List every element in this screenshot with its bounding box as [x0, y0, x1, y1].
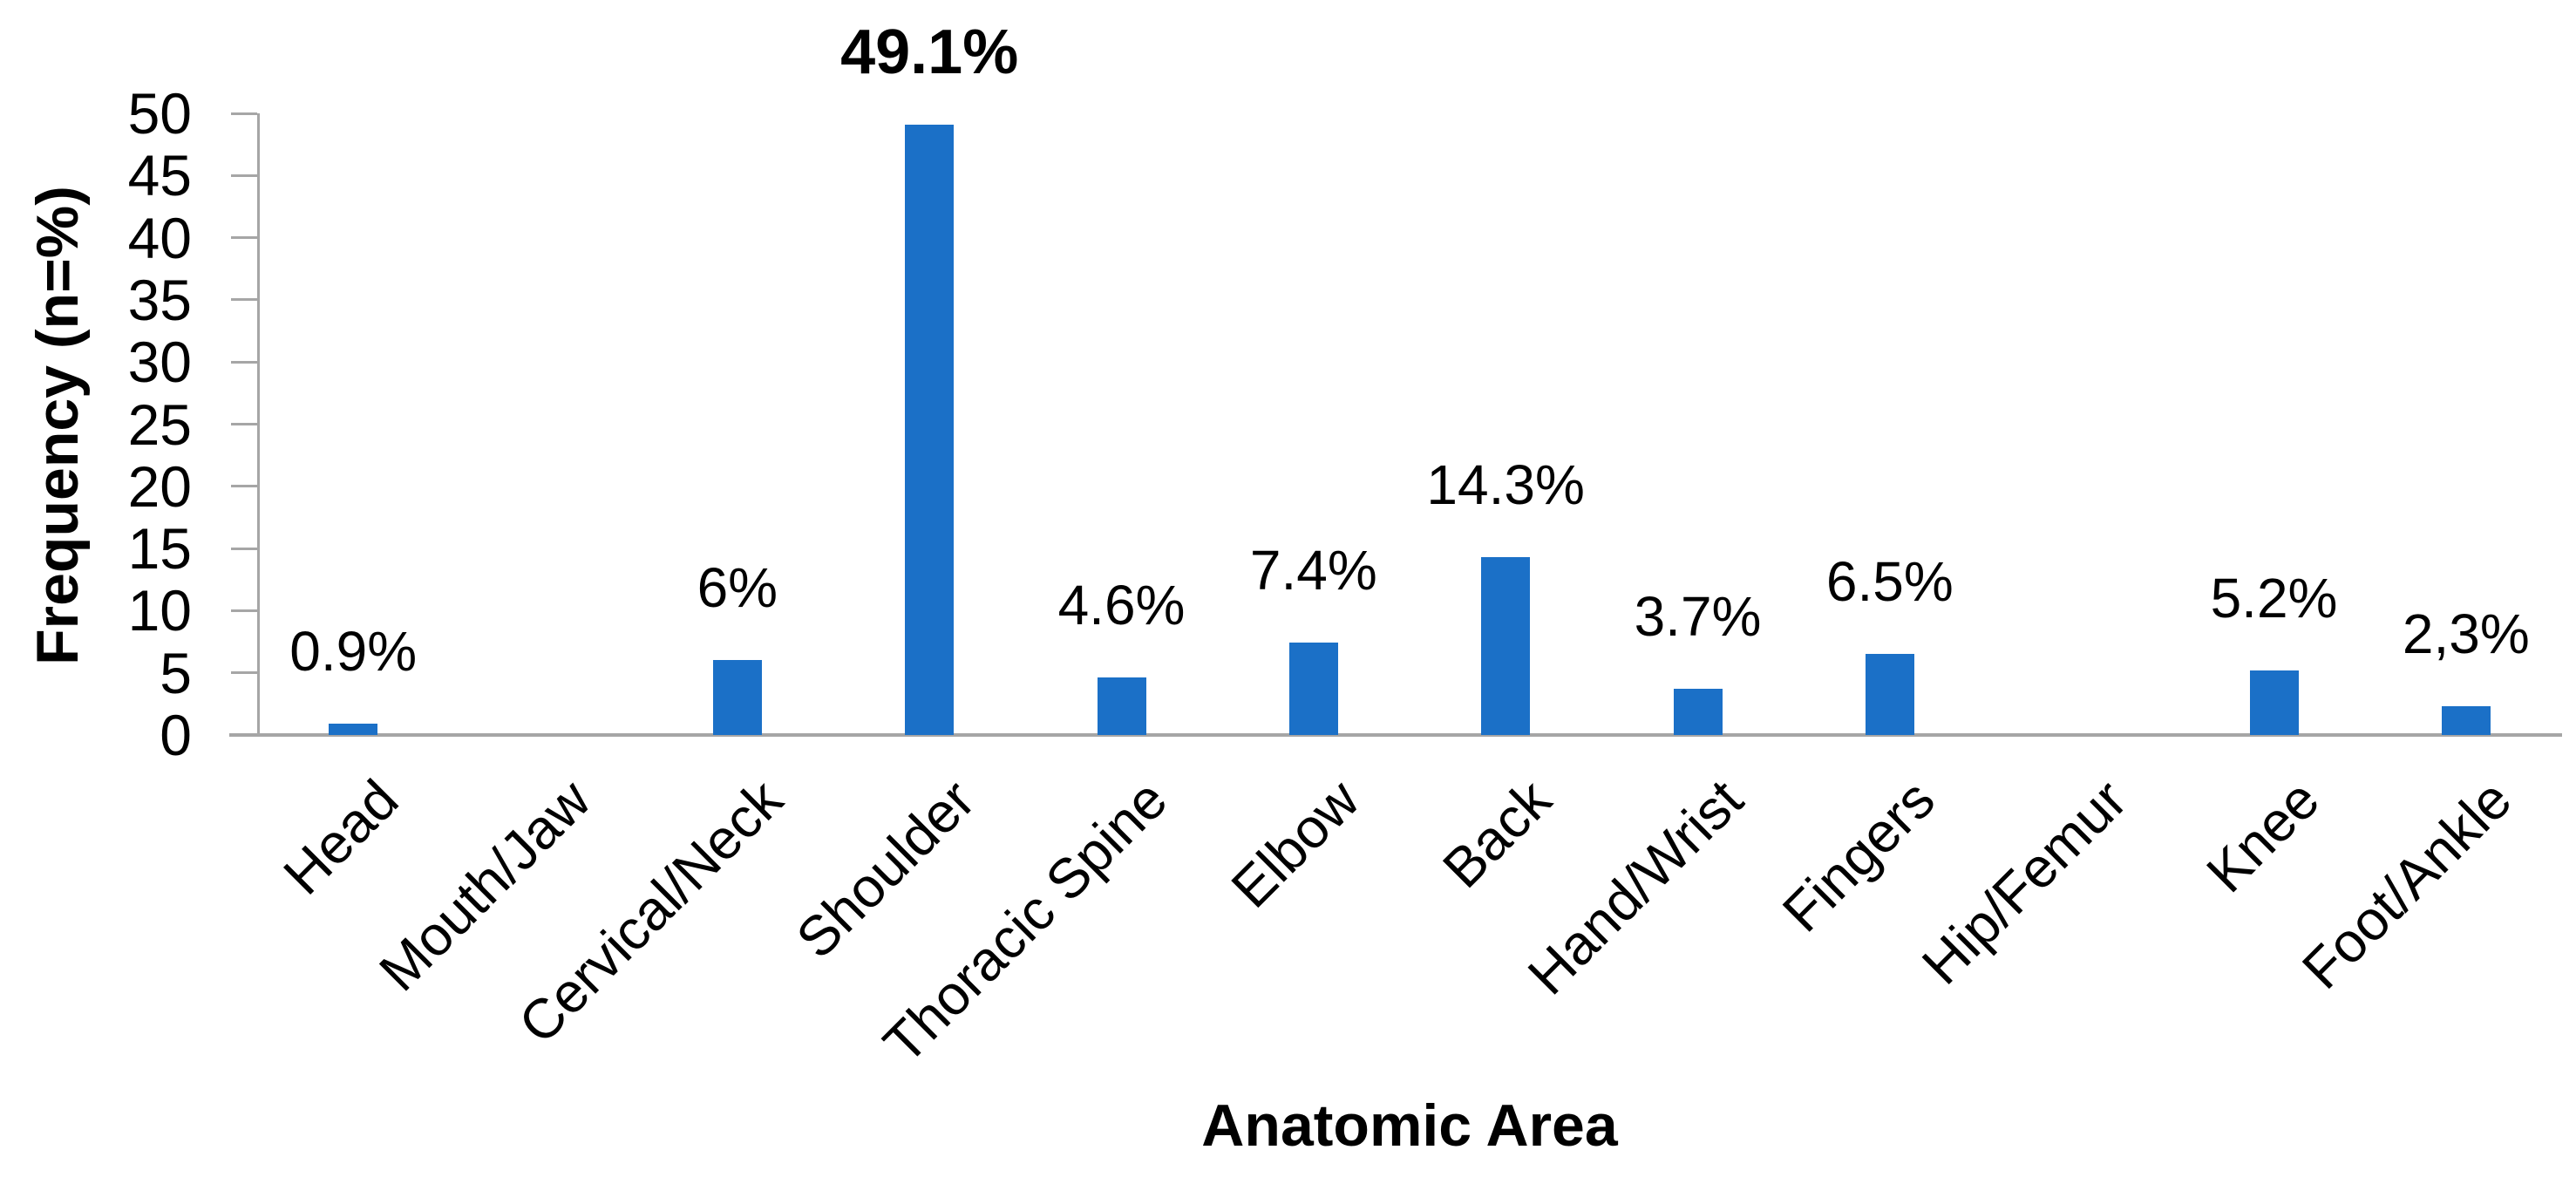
x-axis-title: Anatomic Area	[1201, 1092, 1618, 1159]
y-tick-label: 50	[127, 81, 192, 146]
y-tick-label: 40	[127, 205, 192, 270]
x-category-label: Elbow	[1219, 767, 1371, 920]
y-tick-label: 20	[127, 453, 192, 519]
x-axis-baseline	[229, 733, 2562, 737]
x-category-label: Head	[271, 767, 411, 907]
x-category-label: Foot/Ankle	[2290, 767, 2524, 1001]
bar	[1865, 654, 1914, 735]
y-tick-label: 25	[127, 391, 192, 457]
y-tick-label: 45	[127, 143, 192, 208]
bar	[2441, 706, 2491, 735]
bar-value-label: 6.5%	[1825, 550, 1954, 614]
bar-value-label: 14.3%	[1426, 453, 1585, 517]
y-tick-label: 35	[127, 267, 192, 332]
bar-value-label: 6%	[697, 556, 778, 620]
bar	[1288, 643, 1338, 735]
y-tick-label: 0	[160, 703, 192, 767]
y-tick	[231, 733, 257, 737]
x-category-label: Back	[1431, 767, 1563, 901]
y-tick	[231, 671, 257, 675]
bar-value-label: 3.7%	[1634, 585, 1762, 649]
y-tick	[231, 423, 257, 425]
bar-value-label: 7.4%	[1249, 539, 1377, 602]
bar	[712, 660, 762, 735]
x-category-label: Fingers	[1771, 767, 1947, 944]
x-category-label: Hip/Femur	[1910, 767, 2139, 997]
y-tick	[231, 609, 257, 612]
plot-area: 0 5 10 15 20 25 30 35 40 45 50 0.9% 6% 49.1% 4.6% 7.4%…	[128, 21, 2562, 1075]
bar	[1673, 689, 1723, 735]
bar	[905, 124, 955, 735]
y-tick	[231, 112, 257, 115]
bar	[1097, 677, 1146, 735]
bar-value-label: 2,3%	[2402, 602, 2530, 666]
bar-value-label: 49.1%	[840, 17, 1019, 87]
y-axis-line	[257, 113, 260, 735]
y-tick	[231, 547, 257, 550]
y-tick-label: 15	[127, 516, 192, 582]
y-tick	[231, 360, 257, 364]
bar-value-label: 0.9%	[289, 620, 418, 684]
y-tick	[231, 298, 257, 302]
bar	[2249, 670, 2299, 735]
y-tick	[231, 236, 257, 240]
x-category-label: Knee	[2194, 767, 2331, 905]
y-tick-label: 30	[127, 330, 192, 395]
bar	[1481, 557, 1531, 735]
bar-value-label: 4.6%	[1057, 574, 1186, 637]
x-category-label: Shoulder	[784, 767, 987, 970]
bar-value-label: 5.2%	[2210, 566, 2338, 629]
y-tick	[231, 485, 257, 488]
y-tick-label: 10	[127, 578, 192, 643]
y-tick	[231, 174, 257, 177]
bar	[329, 724, 378, 735]
y-tick-label: 5	[160, 640, 192, 705]
